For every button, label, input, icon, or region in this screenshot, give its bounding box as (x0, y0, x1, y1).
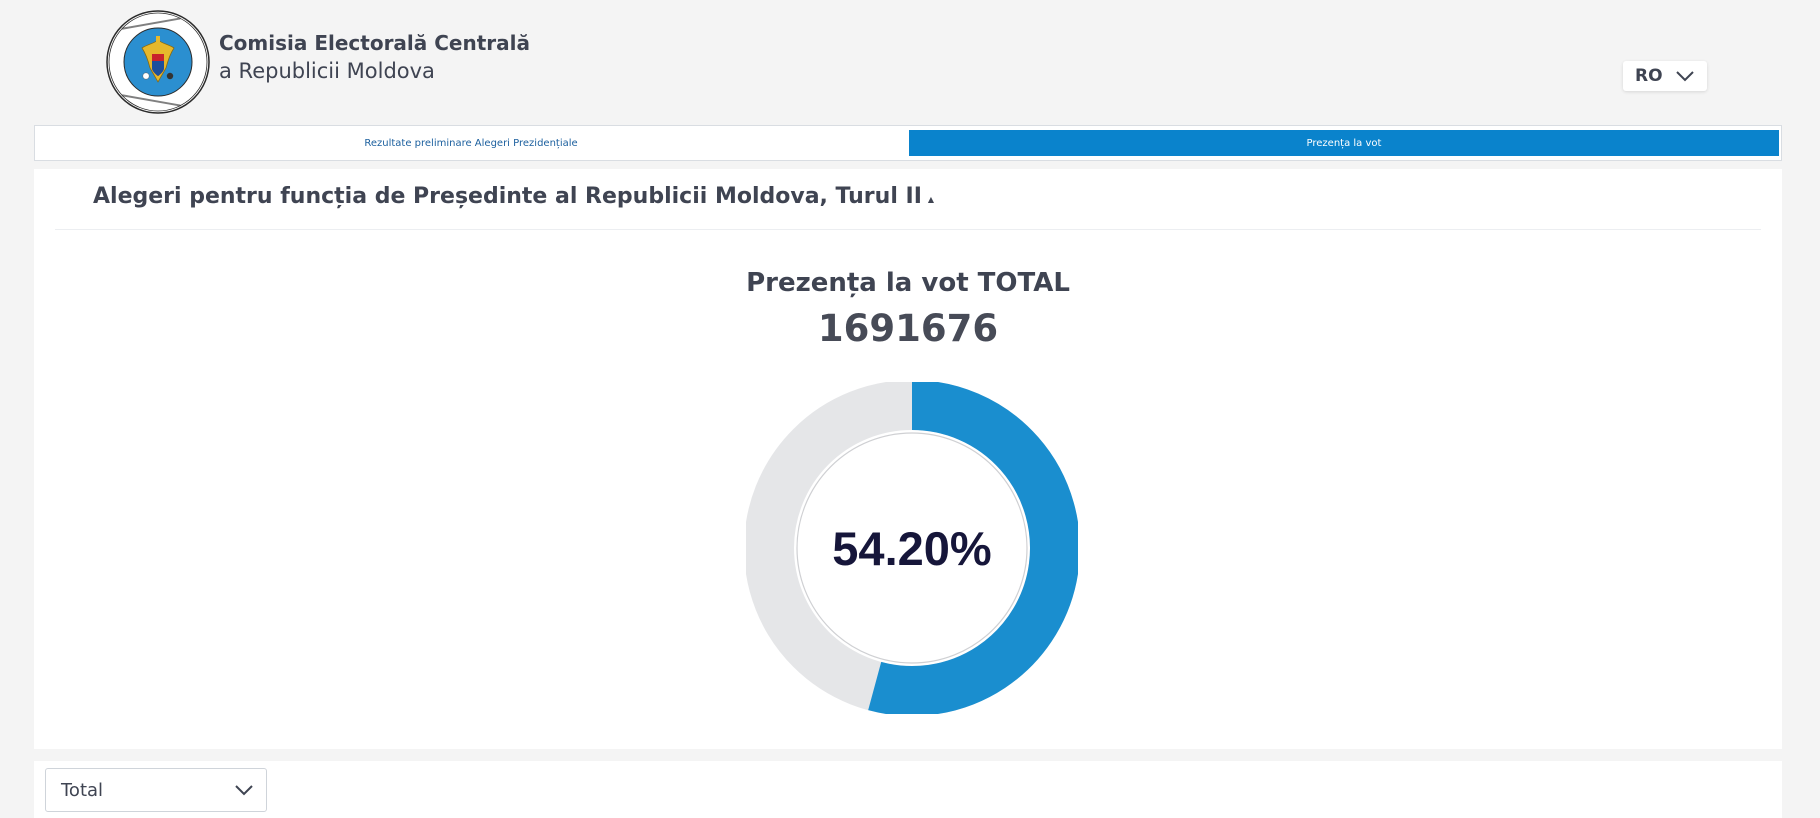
donut-inner-border (796, 432, 1028, 664)
turnout-card: Alegeri pentru funcția de Președinte al … (34, 169, 1782, 749)
organization-name: Comisia Electorală Centrală a Republicii… (219, 30, 530, 86)
filter-card: Total (34, 761, 1782, 818)
region-filter-select[interactable]: Total (45, 768, 267, 812)
caret-up-icon[interactable]: ▲ (927, 195, 935, 204)
tab-preliminary-results[interactable]: Rezultate preliminare Alegeri Prezidenți… (364, 137, 578, 149)
election-title: Alegeri pentru funcția de Președinte al … (93, 184, 922, 209)
divider (55, 229, 1761, 230)
cec-logo-icon (106, 10, 210, 114)
org-name-line2: a Republicii Moldova (219, 59, 435, 83)
tab-bar: Rezultate preliminare Alegeri Prezidenți… (34, 125, 1782, 161)
header: Comisia Electorală Centrală a Republicii… (0, 0, 1820, 120)
turnout-title: Prezența la vot TOTAL (746, 268, 1070, 298)
election-title-row[interactable]: Alegeri pentru funcția de Președinte al … (93, 184, 934, 209)
chevron-down-icon (234, 781, 266, 800)
region-filter-value: Total (61, 779, 104, 801)
language-label: RO (1635, 66, 1663, 86)
donut-fill-arc (868, 380, 1080, 716)
turnout-donut-chart: 54.20% (744, 380, 1080, 716)
tab-voter-turnout[interactable]: Prezența la vot (909, 130, 1779, 156)
turnout-percent-label: 54.20% (832, 522, 991, 575)
org-name-line1: Comisia Electorală Centrală (219, 31, 530, 55)
turnout-count: 1691676 (817, 307, 999, 350)
chevron-down-icon (1663, 67, 1695, 86)
language-selector[interactable]: RO (1623, 61, 1707, 91)
